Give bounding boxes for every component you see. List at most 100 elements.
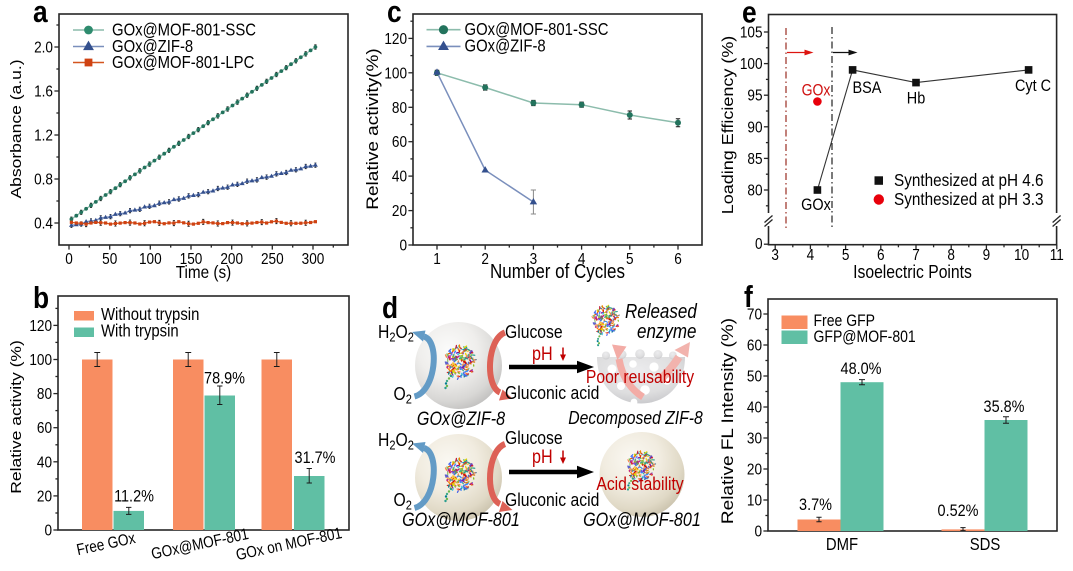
svg-text:e: e [742,0,757,30]
svg-text:GOx: GOx [801,196,831,214]
svg-text:Synthesized at pH 4.6: Synthesized at pH 4.6 [894,170,1044,190]
svg-text:GOx@MOF-801-SSC: GOx@MOF-801-SSC [112,20,256,39]
svg-text:5: 5 [842,247,850,264]
svg-text:Time (s): Time (s) [176,262,231,282]
svg-text:0: 0 [399,238,407,255]
svg-text:40: 40 [392,169,407,186]
svg-text:11: 11 [1050,247,1064,264]
svg-text:GOx@ZIF-8: GOx@ZIF-8 [112,37,193,56]
svg-text:31.7%: 31.7% [295,449,336,467]
svg-text:Released: Released [625,300,697,323]
svg-text:200: 200 [220,251,243,268]
svg-text:50: 50 [102,251,117,268]
svg-text:H2O2: H2O2 [378,429,414,453]
svg-text:60: 60 [37,420,52,437]
svg-text:GOx@ZIF-8: GOx@ZIF-8 [465,37,546,56]
svg-text:6: 6 [674,251,682,268]
svg-text:0: 0 [755,236,763,253]
svg-text:60: 60 [392,134,407,151]
svg-text:b: b [33,281,49,315]
svg-text:GOx@MOF-801-SSC: GOx@MOF-801-SSC [465,20,609,39]
svg-text:0.52%: 0.52% [938,502,979,520]
svg-text:0: 0 [65,251,73,268]
svg-text:DMF: DMF [826,535,858,554]
svg-text:GOx: GOx [802,81,831,99]
svg-text:Absorbance (a.u.): Absorbance (a.u.) [8,59,24,198]
svg-text:Loading Efficiency (%): Loading Efficiency (%) [719,36,736,215]
svg-text:100: 100 [139,251,162,268]
svg-text:60: 60 [747,338,762,355]
svg-text:250: 250 [261,251,284,268]
svg-text:150: 150 [180,251,203,268]
svg-text:95: 95 [747,88,762,105]
svg-text:0: 0 [44,523,52,540]
svg-text:48.0%: 48.0% [841,360,882,378]
svg-text:Relative FL Intensity (%): Relative FL Intensity (%) [718,318,736,524]
svg-text:80: 80 [392,100,407,117]
svg-text:105: 105 [740,25,763,42]
svg-text:GOx@MOF-801: GOx@MOF-801 [583,509,701,531]
svg-text:20: 20 [37,488,52,505]
svg-text:0.4: 0.4 [34,216,53,233]
svg-text:Relative activity(%): Relative activity(%) [363,48,381,209]
svg-text:78.9%: 78.9% [204,369,245,387]
svg-text:100: 100 [29,352,52,369]
svg-text:Hb: Hb [907,89,926,107]
svg-text:GOx@ZIF-8: GOx@ZIF-8 [417,408,505,430]
svg-text:4: 4 [807,247,815,264]
svg-text:120: 120 [384,31,407,48]
svg-text:80: 80 [747,183,762,200]
svg-text:Glucose: Glucose [505,321,563,343]
svg-text:1.2: 1.2 [34,128,53,145]
svg-text:Poor reusability: Poor reusability [586,366,695,388]
svg-text:300: 300 [302,251,325,268]
svg-text:3.7%: 3.7% [799,496,832,514]
svg-text:10: 10 [1014,247,1029,264]
svg-text:90: 90 [747,119,762,136]
svg-text:70: 70 [747,307,762,324]
svg-text:d: d [382,291,398,325]
svg-text:Decomposed ZIF-8: Decomposed ZIF-8 [568,407,703,429]
svg-text:GOx@MOF-801: GOx@MOF-801 [402,509,520,531]
svg-text:9: 9 [983,247,991,264]
svg-text:100: 100 [384,65,407,82]
svg-text:30: 30 [747,431,762,448]
svg-text:120: 120 [29,318,52,335]
svg-text:GFP@MOF-801: GFP@MOF-801 [814,328,916,346]
svg-text:6: 6 [877,247,885,264]
svg-text:pH: pH [532,446,553,468]
svg-text:SDS: SDS [970,535,1001,554]
svg-text:With trypsin: With trypsin [101,321,179,340]
svg-text:10: 10 [747,493,762,510]
svg-text:80: 80 [37,386,52,403]
svg-text:40: 40 [747,400,762,417]
svg-text:50: 50 [747,369,762,386]
svg-text:Gluconic acid: Gluconic acid [505,489,599,511]
svg-text:85: 85 [747,151,762,168]
svg-text:BSA: BSA [853,79,882,97]
svg-text:Cyt C: Cyt C [1015,77,1051,95]
svg-text:f: f [744,280,753,314]
svg-text:20: 20 [392,203,407,220]
svg-text:a: a [33,0,49,30]
svg-text:4: 4 [578,251,586,268]
svg-text:enzyme: enzyme [637,320,696,343]
svg-text:1: 1 [433,251,441,268]
svg-text:Isoelectric Points: Isoelectric Points [853,261,972,283]
svg-text:1.6: 1.6 [34,84,53,101]
svg-text:8: 8 [947,247,955,264]
svg-text:H2O2: H2O2 [378,321,414,345]
svg-text:Synthesized at pH 3.3: Synthesized at pH 3.3 [894,189,1044,209]
svg-text:7: 7 [912,247,920,264]
svg-text:35.8%: 35.8% [984,398,1025,416]
svg-text:Relative activity (%): Relative activity (%) [8,340,24,494]
svg-text:c: c [387,0,402,30]
svg-text:0.8: 0.8 [34,172,53,189]
svg-text:Without trypsin: Without trypsin [101,305,199,324]
svg-text:11.2%: 11.2% [114,487,154,505]
svg-text:3: 3 [530,251,538,268]
svg-text:40: 40 [37,454,52,471]
svg-text:Gluconic acid: Gluconic acid [505,382,599,404]
svg-text:20: 20 [747,462,762,479]
svg-text:3: 3 [771,247,779,264]
